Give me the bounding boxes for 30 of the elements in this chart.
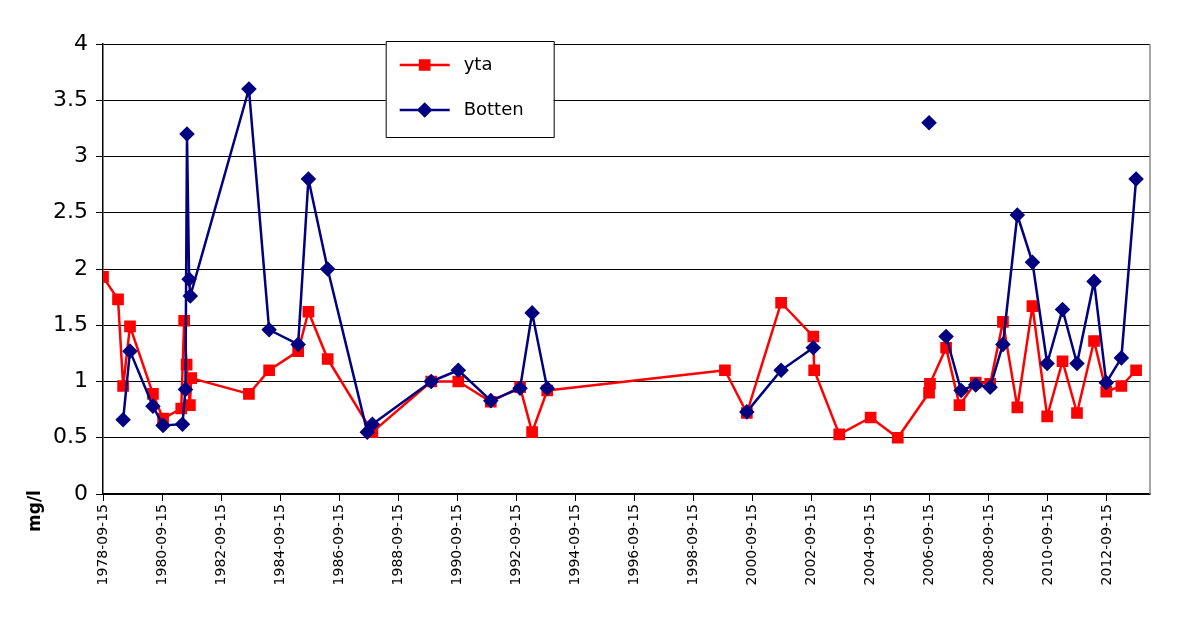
y-tick-label: 2 — [74, 254, 88, 280]
x-tick-label: 1986-09-15 — [329, 504, 346, 586]
y-tick-label: 1.5 — [53, 310, 88, 336]
x-tick-label: 1994-09-15 — [566, 504, 583, 586]
y-tick-label: 2.5 — [53, 198, 88, 224]
y-tick-label: 3 — [74, 142, 88, 168]
legend-label: Botten — [463, 97, 524, 119]
x-tick-label: 2004-09-15 — [861, 504, 878, 586]
x-tick-label: 2000-09-15 — [743, 504, 760, 586]
x-tick-label: 1982-09-15 — [211, 504, 228, 586]
y-tick-label: 3.5 — [53, 85, 88, 111]
y-axis-title: mg/l — [24, 490, 44, 532]
legend-label: yta — [463, 52, 493, 74]
y-tick-label: 0.5 — [53, 423, 88, 449]
x-tick-label: 1992-09-15 — [507, 504, 524, 586]
x-tick-label: 1990-09-15 — [447, 504, 464, 586]
x-tick-label: 2012-09-15 — [1097, 504, 1114, 586]
x-tick-label: 1988-09-15 — [388, 504, 405, 586]
x-tick-label: 1998-09-15 — [684, 504, 701, 586]
x-tick-label: 2006-09-15 — [920, 504, 937, 586]
x-tick-label: 1996-09-15 — [625, 504, 642, 586]
x-tick-label: 1980-09-15 — [152, 504, 169, 586]
x-tick-label: 1978-09-15 — [93, 504, 110, 586]
x-tick-label: 2002-09-15 — [802, 504, 819, 586]
y-tick-label: 4 — [74, 29, 88, 55]
y-tick-label: 0 — [74, 479, 88, 505]
x-tick-label: 1984-09-15 — [270, 504, 287, 586]
x-tick-label: 2010-09-15 — [1038, 504, 1055, 586]
y-tick-label: 1 — [74, 367, 88, 393]
x-tick-label: 2008-09-15 — [979, 504, 996, 586]
